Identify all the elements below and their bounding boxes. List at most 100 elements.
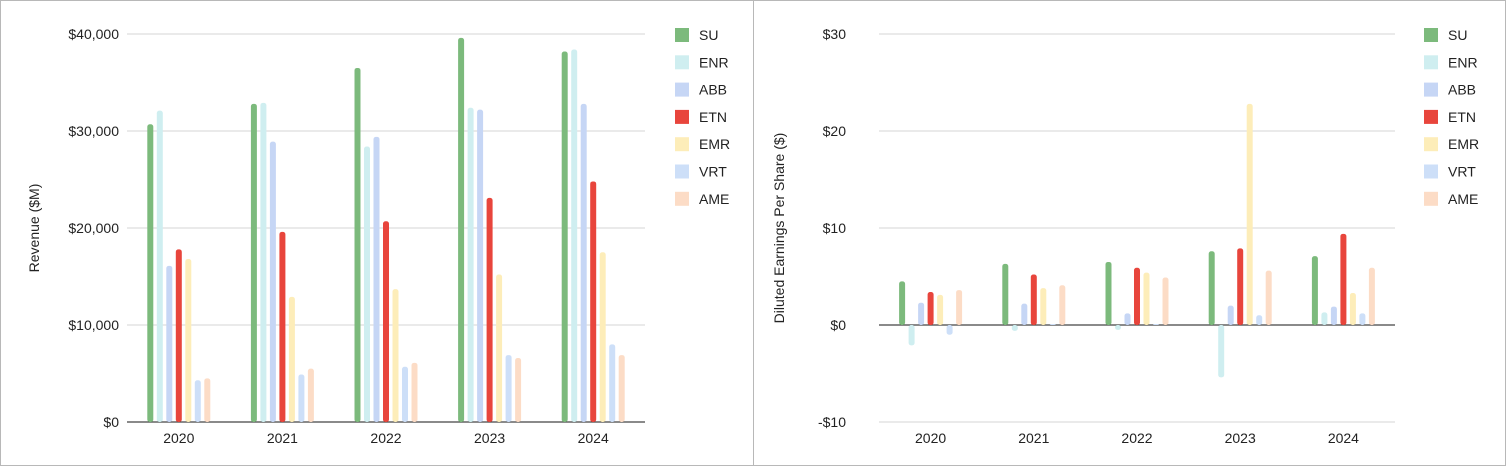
bar-abb-2022[interactable] [1124,313,1131,325]
bar-abb-2021[interactable] [1021,303,1028,325]
bar-ame-2024[interactable] [618,355,625,422]
legend-label-emr[interactable]: EMR [699,136,730,152]
bar-vrt-2023[interactable] [505,355,512,422]
bar-enr-2023[interactable] [467,107,474,422]
bar-etn-2020[interactable] [175,249,182,422]
legend-swatch-ame [675,191,689,206]
bar-vrt-2021[interactable] [1049,324,1056,325]
legend-label-ame[interactable]: AME [1448,191,1478,207]
bar-ame-2023[interactable] [1265,270,1272,325]
legend-label-enr[interactable]: ENR [699,54,729,70]
bar-su-2022[interactable] [354,67,361,422]
legend-swatch-ame [1424,191,1438,206]
bar-emr-2020[interactable] [937,294,944,325]
bar-abb-2024[interactable] [1330,306,1337,325]
bar-emr-2022[interactable] [392,289,399,422]
bar-etn-2022[interactable] [1134,267,1140,325]
bar-enr-2021[interactable] [260,102,267,423]
bar-su-2020[interactable] [899,281,906,325]
bar-ame-2022[interactable] [1162,277,1169,325]
bar-vrt-2020[interactable] [194,380,201,422]
y-axis-title: Revenue ($M) [26,184,42,273]
bar-su-2022[interactable] [1105,261,1112,325]
bar-su-2023[interactable] [1208,251,1215,325]
legend-label-abb[interactable]: ABB [699,82,727,98]
bar-ame-2024[interactable] [1368,267,1375,325]
legend-label-abb[interactable]: ABB [1448,82,1476,98]
legend-label-etn[interactable]: ETN [699,109,727,125]
legend-label-etn[interactable]: ETN [1448,109,1476,125]
bar-etn-2023[interactable] [486,197,493,422]
y-tick-label: $0 [103,414,119,430]
bar-etn-2024[interactable] [1340,233,1347,325]
bar-vrt-2020[interactable] [946,325,953,335]
bar-ame-2020[interactable] [204,378,211,422]
legend-swatch-emr [1424,137,1438,152]
x-tick-label: 2024 [578,430,609,446]
bar-enr-2024[interactable] [1321,312,1328,325]
bar-enr-2023[interactable] [1218,325,1225,378]
x-tick-label: 2020 [915,430,946,446]
bar-etn-2021[interactable] [1030,274,1037,325]
bar-su-2024[interactable] [1311,256,1318,325]
bar-ame-2023[interactable] [515,357,522,422]
bar-etn-2023[interactable] [1237,248,1244,325]
bar-vrt-2022[interactable] [402,366,408,422]
bar-emr-2022[interactable] [1143,272,1150,325]
bar-etn-2021[interactable] [279,231,286,422]
legend-label-ame[interactable]: AME [699,191,729,207]
bar-enr-2024[interactable] [571,49,578,423]
legend-swatch-enr [675,55,689,70]
legend-label-vrt[interactable]: VRT [699,164,727,180]
bar-ame-2021[interactable] [307,368,314,422]
bar-vrt-2024[interactable] [1359,313,1366,325]
bar-enr-2021[interactable] [1011,325,1018,331]
bar-ame-2022[interactable] [411,362,418,422]
bar-emr-2020[interactable] [185,259,192,422]
y-tick-label: $20 [823,123,847,139]
bar-ame-2020[interactable] [956,290,963,325]
bar-vrt-2021[interactable] [298,374,305,422]
bar-emr-2023[interactable] [496,274,503,422]
bar-enr-2022[interactable] [1115,325,1121,330]
bar-abb-2023[interactable] [1227,305,1234,325]
legend-label-enr[interactable]: ENR [1448,54,1478,70]
bar-emr-2024[interactable] [599,252,606,422]
bar-etn-2022[interactable] [383,221,389,422]
legend-label-su[interactable]: SU [699,27,718,43]
bar-abb-2021[interactable] [269,141,276,423]
eps-chart: -$10 $0 $10 $20 $30 Diluted Earnings Per Shar… [771,26,1479,446]
legend-label-emr[interactable]: EMR [1448,136,1479,152]
bar-enr-2022[interactable] [364,146,370,422]
bar-abb-2020[interactable] [166,265,173,422]
bar-emr-2023[interactable] [1246,103,1253,325]
bar-abb-2022[interactable] [373,136,380,422]
legend-swatch-abb [675,82,689,97]
bar-vrt-2023[interactable] [1256,315,1263,325]
bar-enr-2020[interactable] [156,110,163,422]
bar-su-2021[interactable] [250,103,257,422]
bar-vrt-2024[interactable] [609,344,616,422]
bar-ame-2021[interactable] [1059,285,1066,325]
legend-swatch-vrt [1424,164,1438,179]
legend-label-vrt[interactable]: VRT [1448,164,1476,180]
bar-emr-2021[interactable] [288,296,295,422]
legend-swatch-abb [1424,82,1438,97]
bar-etn-2024[interactable] [590,181,597,422]
legend-label-su[interactable]: SU [1448,27,1467,43]
bar-enr-2020[interactable] [908,325,915,346]
bar-su-2024[interactable] [561,51,568,423]
legend-swatch-su [675,28,689,42]
bar-vrt-2022[interactable] [1153,324,1159,325]
y-tick-label: $10 [823,220,847,236]
bar-su-2020[interactable] [147,124,154,423]
bar-emr-2021[interactable] [1040,288,1047,325]
bar-abb-2020[interactable] [918,302,925,325]
bar-etn-2020[interactable] [927,292,934,325]
bar-abb-2023[interactable] [477,109,484,422]
bar-su-2023[interactable] [458,37,465,422]
bar-emr-2024[interactable] [1349,292,1356,325]
bar-abb-2024[interactable] [580,103,587,422]
bar-su-2021[interactable] [1002,263,1009,325]
legend-swatch-vrt [675,164,689,179]
